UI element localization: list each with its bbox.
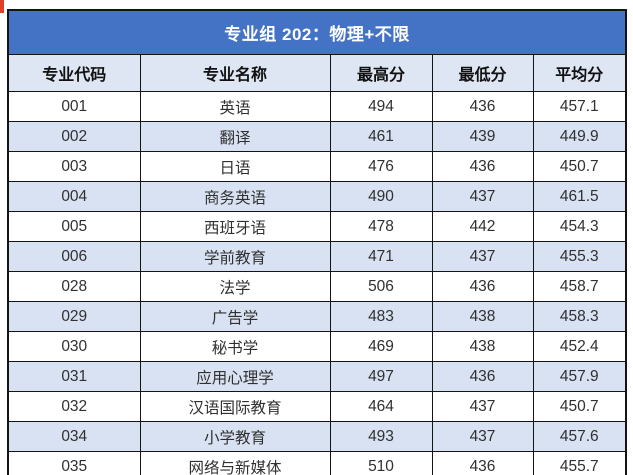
title-row: 专业组 202：物理+不限 — [7, 9, 627, 55]
table-cell: 004 — [7, 181, 141, 212]
table-cell: 476 — [329, 151, 433, 182]
table-cell: 西班牙语 — [139, 211, 331, 242]
column-header-2: 专业名称 — [139, 54, 331, 92]
score-table: 专业组 202：物理+不限 专业代码 专业名称 最高分 最低分 平均分 001 英语 494… — [7, 9, 628, 475]
table-cell: 商务英语 — [139, 181, 331, 212]
table-title: 专业组 202：物理+不限 — [7, 9, 627, 55]
table-cell: 490 — [329, 181, 433, 212]
table-cell: 497 — [329, 361, 433, 392]
table-row: 031 应用心理学 497 436 457.9 — [7, 361, 627, 392]
table-cell: 455.7 — [532, 451, 627, 475]
table-cell: 032 — [7, 391, 141, 422]
table-cell: 436 — [431, 151, 534, 182]
table-row: 028 法学 506 436 458.7 — [7, 271, 627, 302]
table-cell: 小学教育 — [139, 421, 331, 452]
table-cell: 461 — [329, 121, 433, 152]
column-header-1: 专业代码 — [7, 54, 141, 92]
table-cell: 450.7 — [532, 391, 627, 422]
table-cell: 457.1 — [532, 91, 627, 122]
table-cell: 002 — [7, 121, 141, 152]
table-cell: 449.9 — [532, 121, 627, 152]
table-cell: 028 — [7, 271, 141, 302]
table-cell: 437 — [431, 391, 534, 422]
table-cell: 001 — [7, 91, 141, 122]
table-cell: 436 — [431, 91, 534, 122]
table-cell: 031 — [7, 361, 141, 392]
table-cell: 日语 — [139, 151, 331, 182]
table-cell: 450.7 — [532, 151, 627, 182]
table-cell: 454.3 — [532, 211, 627, 242]
table-cell: 494 — [329, 91, 433, 122]
table-cell: 458.3 — [532, 301, 627, 332]
table-cell: 437 — [431, 421, 534, 452]
table-cell: 461.5 — [532, 181, 627, 212]
table-row: 002 翻译 461 439 449.9 — [7, 121, 627, 152]
table-cell: 438 — [431, 331, 534, 362]
table-row: 006 学前教育 471 437 455.3 — [7, 241, 627, 272]
table-row: 032 汉语国际教育 464 437 450.7 — [7, 391, 627, 422]
column-header-4: 最低分 — [431, 54, 534, 92]
table-row: 001 英语 494 436 457.1 — [7, 91, 627, 122]
table-cell: 457.9 — [532, 361, 627, 392]
table-cell: 452.4 — [532, 331, 627, 362]
table-cell: 029 — [7, 301, 141, 332]
table-row: 034 小学教育 493 437 457.6 — [7, 421, 627, 452]
table-row: 029 广告学 483 438 458.3 — [7, 301, 627, 332]
table-row: 005 西班牙语 478 442 454.3 — [7, 211, 627, 242]
table-cell: 436 — [431, 271, 534, 302]
table-cell: 455.3 — [532, 241, 627, 272]
table-row: 003 日语 476 436 450.7 — [7, 151, 627, 182]
table-cell: 471 — [329, 241, 433, 272]
table-cell: 英语 — [139, 91, 331, 122]
table-cell: 应用心理学 — [139, 361, 331, 392]
table-row: 030 秘书学 469 438 452.4 — [7, 331, 627, 362]
table-cell: 034 — [7, 421, 141, 452]
column-header-3: 最高分 — [329, 54, 433, 92]
table-cell: 006 — [7, 241, 141, 272]
table-cell: 广告学 — [139, 301, 331, 332]
table-cell: 学前教育 — [139, 241, 331, 272]
table-cell: 437 — [431, 241, 534, 272]
table-cell: 457.6 — [532, 421, 627, 452]
table-cell: 003 — [7, 151, 141, 182]
table-cell: 030 — [7, 331, 141, 362]
table-row: 004 商务英语 490 437 461.5 — [7, 181, 627, 212]
column-header-5: 平均分 — [532, 54, 627, 92]
table-cell: 翻译 — [139, 121, 331, 152]
table-cell: 438 — [431, 301, 534, 332]
table-cell: 483 — [329, 301, 433, 332]
table-cell: 437 — [431, 181, 534, 212]
table-cell: 436 — [431, 361, 534, 392]
table-cell: 005 — [7, 211, 141, 242]
table-cell: 478 — [329, 211, 433, 242]
table-cell: 法学 — [139, 271, 331, 302]
table-cell: 493 — [329, 421, 433, 452]
table-cell: 439 — [431, 121, 534, 152]
table-cell: 436 — [431, 451, 534, 475]
table-cell: 035 — [7, 451, 141, 475]
table-cell: 网络与新媒体 — [139, 451, 331, 475]
table-cell: 510 — [329, 451, 433, 475]
corner-mark — [0, 0, 4, 13]
table-row: 035 网络与新媒体 510 436 455.7 — [7, 451, 627, 475]
table-cell: 469 — [329, 331, 433, 362]
table-cell: 464 — [329, 391, 433, 422]
header-row: 专业代码 专业名称 最高分 最低分 平均分 — [7, 54, 627, 92]
table-cell: 秘书学 — [139, 331, 331, 362]
table-cell: 506 — [329, 271, 433, 302]
table-cell: 458.7 — [532, 271, 627, 302]
table-cell: 汉语国际教育 — [139, 391, 331, 422]
table-cell: 442 — [431, 211, 534, 242]
